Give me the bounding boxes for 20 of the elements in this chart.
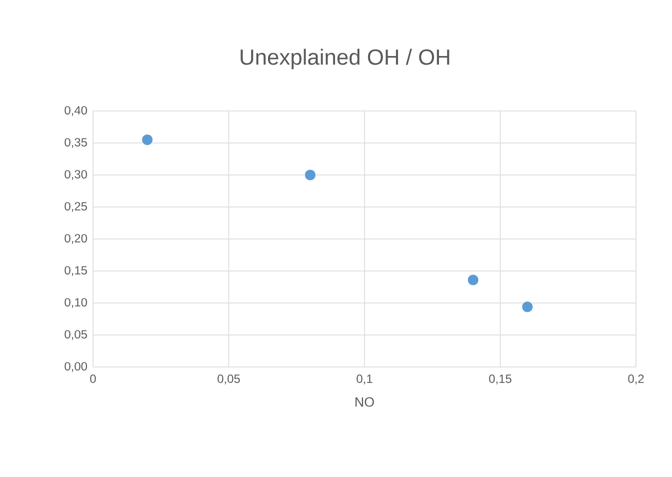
x-tick-label: 0,15 <box>489 374 512 384</box>
point <box>522 301 534 313</box>
point <box>467 274 479 286</box>
x-tick-label: 0,1 <box>356 374 372 384</box>
x-tick-label: 0 <box>90 374 96 383</box>
y-tick-label: 0,20 <box>64 234 88 244</box>
x-tick-label: 0,05 <box>218 374 240 384</box>
point <box>142 134 154 146</box>
y-tick-label: 0,25 <box>64 202 87 212</box>
point <box>304 169 316 181</box>
y-tick-label: 0,00 <box>64 362 88 372</box>
y-tick-label: 0,05 <box>64 330 87 340</box>
y-tick-label: 0,35 <box>64 138 87 148</box>
y-tick-label: 0,15 <box>64 266 87 276</box>
y-tick-label: 0,40 <box>64 106 88 116</box>
chart-title: Unexplained OH / OH <box>240 48 450 70</box>
y-tick-label: 0,10 <box>64 298 88 308</box>
x-tick-label: 0,2 <box>628 374 644 384</box>
y-tick-label: 0,30 <box>64 170 88 180</box>
x-axis-title: NO <box>356 397 374 407</box>
